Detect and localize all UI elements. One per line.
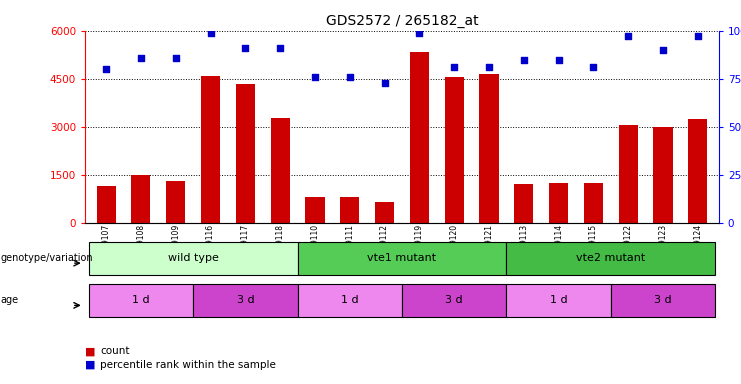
Text: 3 d: 3 d bbox=[236, 295, 254, 306]
Point bbox=[657, 47, 669, 53]
Bar bbox=[584, 183, 603, 223]
Point bbox=[413, 30, 425, 36]
Point bbox=[135, 55, 147, 61]
Text: ■: ■ bbox=[85, 346, 96, 356]
Text: percentile rank within the sample: percentile rank within the sample bbox=[100, 360, 276, 370]
Text: 3 d: 3 d bbox=[654, 295, 672, 306]
Bar bbox=[549, 183, 568, 223]
Point bbox=[205, 30, 216, 36]
Text: age: age bbox=[1, 295, 19, 306]
Point bbox=[379, 79, 391, 86]
Point bbox=[239, 45, 251, 51]
Text: genotype/variation: genotype/variation bbox=[1, 253, 93, 263]
Text: 1 d: 1 d bbox=[550, 295, 568, 306]
Text: count: count bbox=[100, 346, 130, 356]
Point bbox=[553, 56, 565, 63]
Point bbox=[518, 56, 530, 63]
Bar bbox=[166, 181, 185, 223]
Bar bbox=[402, 284, 506, 317]
Bar bbox=[89, 284, 193, 317]
Bar bbox=[514, 184, 534, 223]
Point bbox=[309, 74, 321, 80]
Text: vte2 mutant: vte2 mutant bbox=[576, 253, 645, 263]
Text: 1 d: 1 d bbox=[132, 295, 150, 306]
Text: 3 d: 3 d bbox=[445, 295, 463, 306]
Title: GDS2572 / 265182_at: GDS2572 / 265182_at bbox=[326, 14, 478, 28]
Bar bbox=[89, 242, 298, 275]
Bar bbox=[298, 284, 402, 317]
Bar bbox=[298, 242, 506, 275]
Bar bbox=[479, 74, 499, 223]
Point bbox=[170, 55, 182, 61]
Bar bbox=[506, 284, 611, 317]
Text: 1 d: 1 d bbox=[341, 295, 359, 306]
Point bbox=[588, 64, 599, 70]
Bar bbox=[305, 197, 325, 223]
Bar bbox=[96, 186, 116, 223]
Text: vte1 mutant: vte1 mutant bbox=[368, 253, 436, 263]
Bar bbox=[654, 127, 673, 223]
Point bbox=[692, 33, 704, 40]
Bar bbox=[688, 119, 708, 223]
Bar bbox=[270, 118, 290, 223]
Point bbox=[622, 33, 634, 40]
Bar bbox=[445, 77, 464, 223]
Bar bbox=[375, 202, 394, 223]
Point bbox=[100, 66, 112, 72]
Text: wild type: wild type bbox=[167, 253, 219, 263]
Text: ■: ■ bbox=[85, 360, 96, 370]
Bar bbox=[611, 284, 715, 317]
Bar bbox=[236, 84, 255, 223]
Bar bbox=[340, 197, 359, 223]
Point bbox=[483, 64, 495, 70]
Point bbox=[448, 64, 460, 70]
Bar bbox=[131, 175, 150, 223]
Bar bbox=[506, 242, 715, 275]
Bar bbox=[619, 125, 638, 223]
Point bbox=[274, 45, 286, 51]
Point bbox=[344, 74, 356, 80]
Bar bbox=[201, 76, 220, 223]
Bar bbox=[193, 284, 298, 317]
Bar bbox=[410, 51, 429, 223]
